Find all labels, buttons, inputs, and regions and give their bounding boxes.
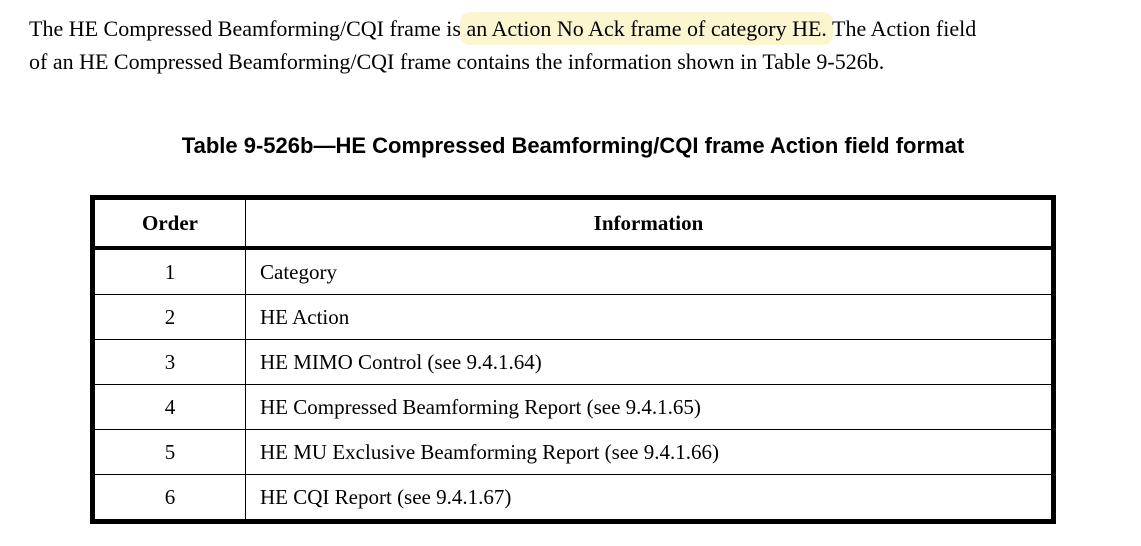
- cell-information: HE Compressed Beamforming Report (see 9.…: [245, 384, 1054, 430]
- body-paragraph: The HE Compressed Beamforming/CQI frame …: [29, 12, 1124, 78]
- table-row: 6 HE CQI Report (see 9.4.1.67): [92, 474, 1054, 522]
- cell-order: 5: [92, 429, 246, 475]
- table-row: 1 Category: [92, 247, 1054, 295]
- cell-order: 3: [92, 339, 246, 385]
- table-row: 5 HE MU Exclusive Beamforming Report (se…: [92, 429, 1054, 475]
- table-row: 2 HE Action: [92, 294, 1054, 340]
- cell-information: HE MIMO Control (see 9.4.1.64): [245, 339, 1054, 385]
- column-header-order: Order: [92, 197, 246, 250]
- cell-order: 6: [92, 474, 246, 522]
- paragraph-text-pre: The HE Compressed Beamforming/CQI frame …: [29, 16, 467, 41]
- cell-order: 2: [92, 294, 246, 340]
- cell-information: HE MU Exclusive Beamforming Report (see …: [245, 429, 1054, 475]
- paragraph-line2: of an HE Compressed Beamforming/CQI fram…: [29, 49, 885, 74]
- cell-information: Category: [245, 247, 1054, 295]
- table-row: 3 HE MIMO Control (see 9.4.1.64): [92, 339, 1054, 385]
- cell-information: HE CQI Report (see 9.4.1.67): [245, 474, 1054, 522]
- action-field-format-table: Order Information 1 Category 2 HE Action…: [90, 195, 1056, 524]
- cell-order: 1: [92, 247, 246, 295]
- table-row: 4 HE Compressed Beamforming Report (see …: [92, 384, 1054, 430]
- column-header-information: Information: [245, 197, 1054, 250]
- cell-information: HE Action: [245, 294, 1054, 340]
- paragraph-text-post: The Action field: [826, 16, 977, 41]
- highlighted-text: an Action No Ack frame of category HE.: [460, 12, 833, 45]
- cell-order: 4: [92, 384, 246, 430]
- table-header-row: Order Information: [92, 197, 1054, 250]
- table-caption: Table 9-526b—HE Compressed Beamforming/C…: [181, 133, 965, 158]
